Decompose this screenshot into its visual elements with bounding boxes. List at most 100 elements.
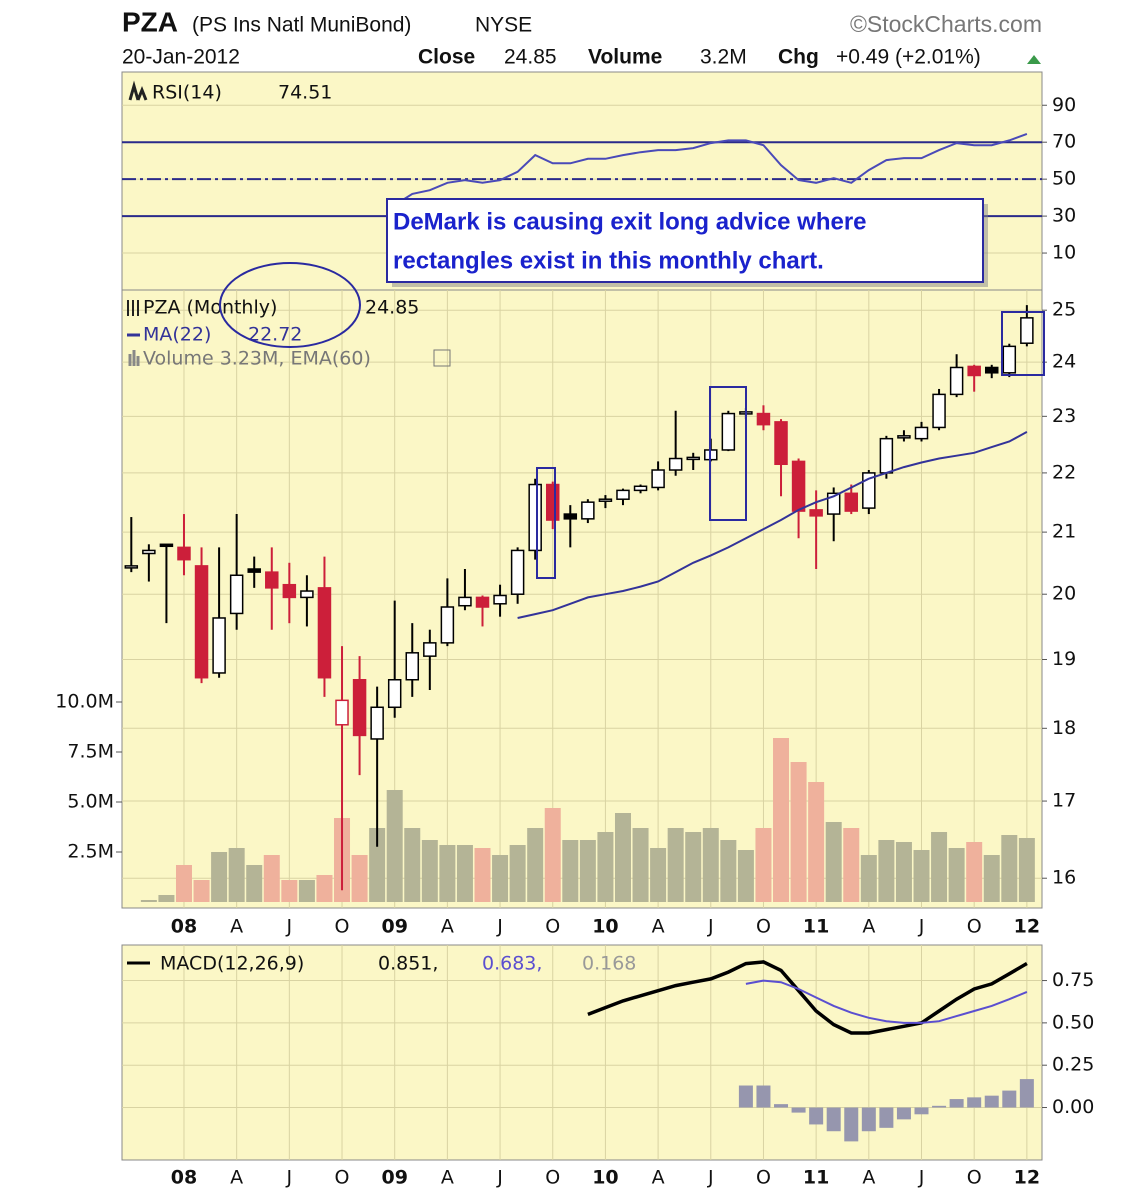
candle-body — [914, 426, 929, 440]
signal-legend-value: 0.683, — [482, 953, 542, 975]
candle-body — [862, 472, 876, 509]
x-tick-label: J — [707, 1167, 714, 1189]
y-tick-label: 22 — [1052, 461, 1076, 483]
volume-bar — [755, 828, 772, 902]
volume-bar — [404, 828, 421, 902]
x-tick-label: J — [496, 1167, 503, 1189]
y-tick-label: 20 — [1052, 583, 1076, 605]
volume-bar — [386, 790, 403, 902]
histogram-bar — [738, 1085, 753, 1108]
volume-bar — [948, 848, 965, 902]
signal-line — [745, 979, 1028, 1024]
x-tick-label: A — [862, 1167, 875, 1189]
up-arrow — [1027, 55, 1041, 64]
x-tick-label: A — [862, 916, 875, 938]
volume-bar — [632, 828, 649, 902]
candle-body — [510, 549, 525, 595]
y-tick-label: 90 — [1052, 94, 1076, 116]
histogram-bar — [861, 1107, 876, 1132]
volume-bar — [614, 813, 631, 902]
y-tick-label: 0.25 — [1052, 1054, 1094, 1076]
volume-bar — [140, 900, 157, 902]
candle-body — [370, 706, 384, 740]
volume-bar — [720, 840, 737, 902]
x-tick-label: 11 — [803, 916, 829, 938]
volume-bar — [931, 832, 948, 902]
candle-body — [756, 412, 771, 426]
volume-bar — [509, 845, 526, 902]
ma-line — [517, 431, 1028, 619]
demark-rectangle — [536, 467, 556, 579]
y-tick-label: 10 — [1052, 242, 1076, 264]
volume-bar — [474, 848, 491, 902]
volume-tick-label: 2.5M — [67, 841, 114, 863]
candle-body — [844, 492, 859, 512]
candle-body — [545, 483, 560, 521]
volume-bar — [369, 828, 386, 902]
y-tick-label: 25 — [1052, 299, 1076, 321]
y-tick-label: 0.00 — [1052, 1096, 1094, 1118]
volume-bar — [228, 848, 245, 902]
x-tick-label: O — [335, 916, 350, 938]
histogram-bar — [967, 1097, 982, 1108]
histogram-bar — [844, 1107, 859, 1142]
x-tick-label: 09 — [381, 916, 407, 938]
volume-bar — [421, 840, 438, 902]
x-tick-label: 10 — [592, 1167, 618, 1189]
rsi-legend: RSI(14) — [152, 82, 222, 104]
highlight-ellipse — [219, 262, 361, 348]
y-tick-label: 70 — [1052, 131, 1076, 153]
histogram-bar — [949, 1099, 964, 1108]
candle-body — [686, 456, 700, 461]
histogram-bar — [826, 1107, 841, 1132]
x-tick-label: A — [652, 916, 665, 938]
candle-body — [159, 543, 174, 548]
volume-bar — [579, 840, 596, 902]
symbol: PZA — [122, 6, 178, 37]
candle-body — [809, 509, 823, 517]
x-tick-label: J — [918, 1167, 925, 1189]
candle-body — [967, 365, 981, 377]
x-tick-label: A — [230, 1167, 243, 1189]
volume-bar — [825, 822, 842, 902]
candle-body — [423, 642, 437, 657]
volume-bar — [895, 842, 912, 902]
price-icon — [127, 300, 139, 316]
volume-bar — [193, 880, 210, 902]
x-tick-label: 10 — [592, 916, 618, 938]
x-tick-label: J — [707, 916, 714, 938]
rsi-legend-value: 74.51 — [278, 82, 332, 104]
candle-body — [229, 574, 244, 615]
date: 20-Jan-2012 — [122, 46, 240, 69]
candle-body — [932, 393, 946, 429]
x-tick-label: O — [545, 916, 560, 938]
volume-bar — [685, 832, 702, 902]
x-tick-label: 12 — [1014, 1167, 1040, 1189]
volume-bar — [246, 865, 263, 902]
y-tick-label: 50 — [1052, 168, 1076, 190]
price-legend: PZA (Monthly) — [143, 297, 277, 319]
candle-body — [475, 596, 490, 608]
y-tick-label: 23 — [1052, 405, 1076, 427]
candle-body — [879, 437, 894, 474]
volume-bar — [650, 848, 667, 902]
x-tick-label: 12 — [1014, 916, 1040, 938]
ma-legend-value: 22.72 — [248, 324, 302, 346]
candle-body — [247, 568, 261, 573]
volume-bar — [702, 828, 719, 902]
y-tick-label: 21 — [1052, 521, 1076, 543]
x-tick-label: J — [918, 916, 925, 938]
candle-body — [528, 483, 542, 552]
volume-bar — [1001, 835, 1018, 902]
rsi-icon — [128, 80, 148, 101]
x-tick-label: J — [496, 916, 503, 938]
volume-bar — [439, 845, 456, 902]
candle-body — [212, 617, 226, 674]
x-tick-label: J — [286, 916, 293, 938]
macd-panel — [121, 944, 1043, 1161]
demark-rectangle — [1001, 311, 1045, 376]
y-tick-label: 16 — [1052, 867, 1076, 889]
volume-bar — [966, 842, 983, 902]
mark-layer — [122, 132, 1042, 1142]
histogram-bar — [879, 1107, 894, 1128]
